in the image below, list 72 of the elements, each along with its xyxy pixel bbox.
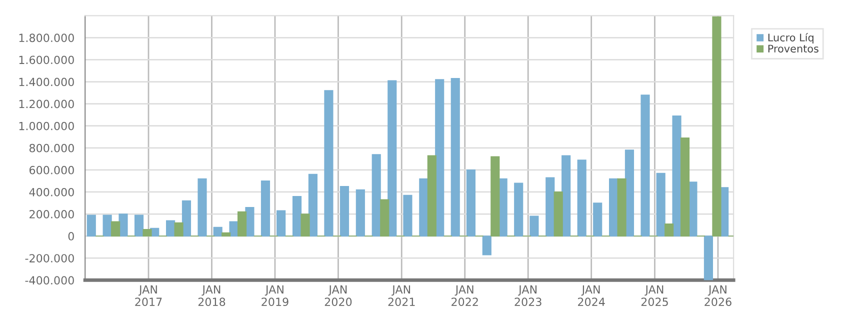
bar	[388, 80, 397, 236]
bar	[111, 221, 120, 236]
bar	[530, 216, 539, 236]
bar	[380, 199, 390, 236]
bar	[664, 224, 674, 236]
y-tick-label: 1.000.000	[19, 122, 74, 130]
x-tick-label: JAN 2018	[198, 285, 226, 306]
bar	[118, 214, 128, 236]
legend-label: Proventos	[768, 44, 818, 53]
bar	[260, 180, 270, 236]
bar	[562, 155, 571, 236]
bar	[656, 172, 666, 236]
y-tick-label: 0	[68, 232, 74, 240]
bar	[213, 226, 222, 236]
bar	[102, 214, 112, 236]
bar	[142, 229, 152, 236]
y-tick-label: 600.000	[30, 166, 74, 174]
bar	[577, 160, 586, 236]
x-tick-label: JAN 2020	[324, 285, 352, 306]
bar	[482, 236, 492, 256]
bar	[680, 138, 690, 236]
bar	[300, 214, 310, 236]
bar	[672, 116, 682, 236]
bar	[292, 196, 302, 236]
bar	[324, 90, 334, 236]
y-tick-label: 1.400.000	[19, 78, 74, 86]
bar	[308, 174, 318, 236]
x-tick-label: JAN 2021	[388, 285, 415, 306]
bar	[617, 178, 626, 236]
y-tick-label: 200.000	[30, 210, 74, 218]
bar	[554, 192, 563, 236]
bar	[419, 178, 428, 236]
bar	[427, 155, 436, 236]
bar	[166, 220, 176, 236]
bar	[435, 79, 444, 236]
y-tick-label: 1.600.000	[19, 56, 74, 64]
bar	[134, 214, 144, 236]
bar	[593, 202, 602, 236]
bar	[712, 16, 722, 236]
y-tick-label: -400.000	[25, 276, 74, 285]
y-tick-label: -200.000	[25, 254, 74, 262]
bar	[174, 222, 184, 236]
x-tick-label: JAN 2023	[514, 285, 542, 306]
bar	[276, 210, 286, 236]
bar	[490, 156, 500, 236]
x-tick-label: JAN 2026	[704, 285, 732, 306]
bar	[403, 194, 412, 236]
bar	[466, 170, 476, 236]
bar	[546, 177, 555, 236]
bar	[237, 211, 247, 236]
y-tick-label: 800.000	[29, 144, 74, 152]
bar	[372, 154, 381, 236]
bar	[198, 178, 207, 236]
y-tick-label: 1.800.000	[19, 34, 74, 42]
bar	[222, 232, 231, 236]
y-tick-label: 400.000	[29, 188, 74, 196]
x-tick-label: JAN 2017	[135, 285, 162, 306]
bar	[356, 189, 365, 236]
bar	[340, 186, 350, 236]
x-tick-label: JAN 2019	[262, 285, 288, 306]
x-tick-label: JAN 2024	[578, 285, 605, 306]
bar	[640, 94, 650, 236]
bar	[450, 78, 460, 236]
legend-label: Lucro Líq	[768, 32, 814, 44]
bar	[704, 236, 714, 280]
bar	[86, 214, 96, 236]
bar	[182, 200, 192, 236]
x-tick-label: JAN 2025	[641, 285, 668, 306]
bar	[245, 206, 254, 236]
bar	[514, 182, 524, 236]
x-tick-label: JAN 2022	[452, 285, 478, 306]
y-tick-label: 1.200.000	[19, 100, 74, 108]
